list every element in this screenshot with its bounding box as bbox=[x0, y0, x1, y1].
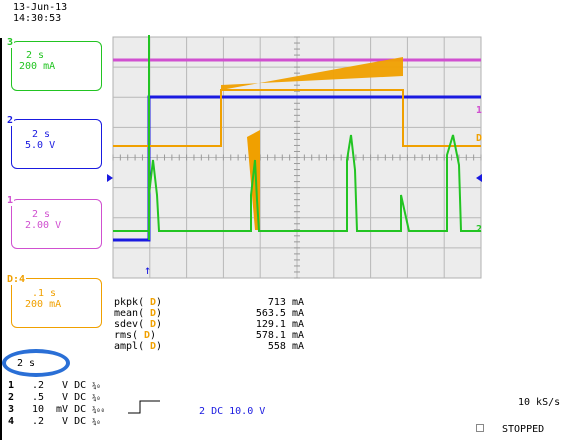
channel-setting-bw: ¾₀₀ bbox=[92, 406, 105, 414]
acquisition-status: STOPPED bbox=[502, 424, 545, 435]
channel-3-timebase: 2 s bbox=[26, 50, 45, 61]
measurement-row: mean(D) bbox=[114, 308, 163, 319]
measurement-value: 558 mA bbox=[267, 341, 304, 352]
channel-setting-volts: .5 bbox=[31, 392, 45, 403]
measurement-name: rms( bbox=[114, 330, 139, 341]
measurement-row: pkpk(D) bbox=[114, 297, 163, 308]
channel-setting-row[interactable]: 1 .2 V DC ¾₀ bbox=[8, 380, 105, 392]
status-indicator bbox=[476, 424, 484, 432]
channel-setting-volts: .2 bbox=[31, 416, 45, 427]
channel-setting-coupling: DC bbox=[74, 380, 87, 391]
measurement-table: pkpk(D) mean(D) sdev(D) rms(D) ampl(D) bbox=[114, 297, 162, 352]
channel-2-timebase: 2 s bbox=[32, 129, 51, 140]
trace-chD bbox=[113, 89, 481, 147]
scope-center-ticks bbox=[112, 36, 482, 279]
measurement-channel: D bbox=[150, 341, 157, 352]
measurement-channel: D bbox=[144, 330, 151, 341]
trace-ch3 bbox=[113, 134, 481, 232]
channel-setting-bw: ¾₀ bbox=[92, 394, 101, 402]
channel-2-label: 2 bbox=[6, 115, 15, 126]
channel-1-box[interactable]: 1 2 s 2.00 V bbox=[6, 195, 102, 249]
channel-setting-num: 3 bbox=[8, 404, 15, 415]
marker-left-arrow bbox=[107, 174, 113, 182]
trigger-level: 10.0 V bbox=[229, 406, 266, 417]
measurement-row: sdev(D) bbox=[114, 319, 163, 330]
channel-1-scale: 2.00 V bbox=[25, 220, 62, 231]
channel-2-scale: 5.0 V bbox=[25, 140, 56, 151]
channel-1-label: 1 bbox=[6, 195, 15, 206]
channel-d-scale: 200 mA bbox=[25, 299, 62, 310]
channel-setting-coupling: DC bbox=[74, 416, 87, 427]
channel-setting-volts: 10 bbox=[31, 404, 45, 415]
timebase-highlight bbox=[2, 349, 70, 377]
capture-time: 14:30:53 bbox=[13, 13, 62, 24]
measurement-values: 713 mA 563.5 mA 129.1 mA 578.1 mA 558 mA bbox=[214, 297, 304, 352]
trace-chD-ramp bbox=[221, 57, 403, 90]
marker-chD: D bbox=[476, 133, 483, 144]
channel-setting-row[interactable]: 3 10 mV DC ¾₀₀ bbox=[8, 404, 105, 416]
main-timebase[interactable]: 2 s bbox=[17, 358, 36, 369]
channel-setting-unit: V bbox=[62, 380, 69, 391]
measurement-channel: D bbox=[150, 297, 157, 308]
channel-d-box[interactable]: D:4 .1 s 200 mA bbox=[6, 274, 102, 328]
channel-setting-unit: mV bbox=[56, 404, 69, 415]
marker-ch1: 1 bbox=[476, 105, 483, 116]
measurement-channel: D bbox=[150, 308, 157, 319]
channel-setting-coupling: DC bbox=[74, 392, 87, 403]
channel-setting-unit: V bbox=[62, 416, 69, 427]
channel-2-box[interactable]: 2 2 s 5.0 V bbox=[6, 115, 102, 169]
channel-setting-num: 1 bbox=[8, 380, 15, 391]
channel-3-label: 3 bbox=[6, 37, 15, 48]
channel-setting-num: 4 bbox=[8, 416, 15, 427]
measurement-value: 129.1 mA bbox=[255, 319, 304, 330]
measurement-name: ampl( bbox=[114, 341, 145, 352]
channel-setting-bw: ¾₀ bbox=[92, 382, 101, 390]
measurement-name: mean( bbox=[114, 308, 145, 319]
channel-setting-bw: ¾₀ bbox=[92, 418, 101, 426]
scope-display[interactable] bbox=[107, 35, 487, 285]
channel-setting-row[interactable]: 4 .2 V DC ¾₀ bbox=[8, 416, 105, 428]
channel-3-box[interactable]: 3 2 s 200 mA bbox=[6, 37, 102, 91]
capture-date: 13-Jun-13 bbox=[13, 2, 68, 13]
measurement-row: rms(D) bbox=[114, 330, 157, 341]
measurement-value: 578.1 mA bbox=[255, 330, 304, 341]
channel-setting-row[interactable]: 2 .5 V DC ¾₀ bbox=[8, 392, 105, 404]
measurement-name: pkpk( bbox=[114, 297, 145, 308]
measurement-value: 563.5 mA bbox=[255, 308, 304, 319]
channel-setting-volts: .2 bbox=[31, 380, 45, 391]
measurement-row: ampl(D) bbox=[114, 341, 163, 352]
channel-setting-coupling: DC bbox=[74, 404, 87, 415]
sample-rate: 10 kS/s bbox=[518, 397, 561, 408]
channel-settings: 1 .2 V DC ¾₀ 2 .5 V DC ¾₀ 3 10 mV DC ¾₀₀ 4.… bbox=[8, 380, 105, 428]
channel-d-label: D:4 bbox=[6, 274, 27, 285]
marker-blue-arrow bbox=[476, 174, 482, 182]
trigger-edge-icon bbox=[128, 400, 160, 414]
channel-3-scale: 200 mA bbox=[19, 61, 56, 72]
marker-ch2: 2 bbox=[476, 224, 483, 235]
measurement-name: sdev( bbox=[114, 319, 145, 330]
trigger-position-arrow: ↑ bbox=[144, 263, 152, 277]
left-edge-bar bbox=[0, 38, 2, 440]
channel-setting-num: 2 bbox=[8, 392, 15, 403]
channel-1-timebase: 2 s bbox=[32, 209, 51, 220]
measurement-value: 713 mA bbox=[267, 297, 304, 308]
trigger-coupling: DC bbox=[211, 406, 224, 417]
trigger-info[interactable]: 2 DC 10.0 V bbox=[199, 406, 265, 417]
channel-d-timebase: .1 s bbox=[32, 288, 57, 299]
channel-setting-unit: V bbox=[62, 392, 69, 403]
trigger-channel: 2 bbox=[199, 406, 206, 417]
measurement-channel: D bbox=[150, 319, 157, 330]
